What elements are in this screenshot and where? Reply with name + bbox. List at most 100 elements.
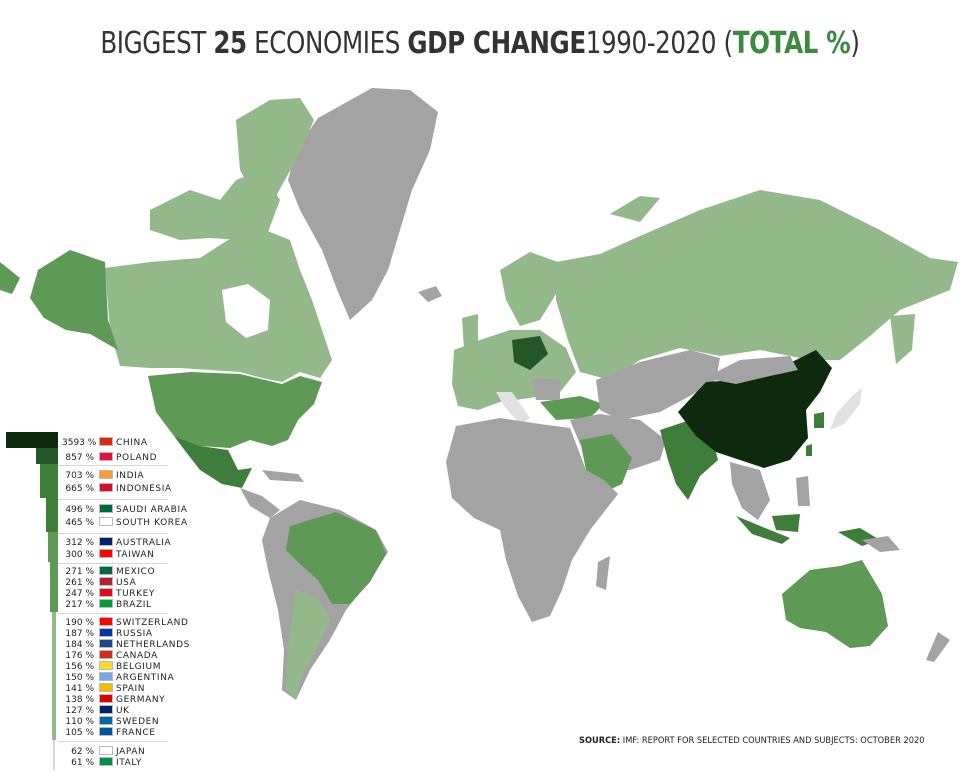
flag-icon <box>99 483 113 492</box>
legend-value: 217 % <box>65 600 94 610</box>
south-korea-region <box>814 412 824 428</box>
central-america <box>240 488 280 518</box>
legend-row-australia: 312 % AUSTRALIA <box>62 537 171 548</box>
flag-icon <box>99 672 113 681</box>
poland-region <box>512 336 548 370</box>
title-part5: 1990-2020 ( <box>585 26 733 61</box>
bar-japan-italy <box>53 740 55 770</box>
legend-value: 150 % <box>65 673 94 683</box>
legend-value: 184 % <box>65 640 94 650</box>
legend-separator <box>58 563 168 564</box>
legend-row-spain: 141 % SPAIN <box>62 683 145 694</box>
legend-country: SPAIN <box>116 684 146 694</box>
legend-row-indonesia: 665 % INDONESIA <box>62 483 172 494</box>
bar-mexico-brazil <box>50 562 58 612</box>
australia-region <box>782 560 888 648</box>
flag-icon <box>99 599 113 608</box>
novaya-zemlya <box>610 196 660 222</box>
usa-region <box>148 372 322 448</box>
legend-country: NETHERLANDS <box>116 640 190 650</box>
balkans-region <box>532 378 560 400</box>
legend-country: POLAND <box>116 453 158 463</box>
japan-region <box>830 388 862 430</box>
turkey-region <box>540 396 604 420</box>
bar-switzerland-france <box>52 612 56 740</box>
legend-value: 247 % <box>65 589 94 599</box>
russia-region <box>556 190 958 380</box>
legend-row-brazil: 217 % BRAZIL <box>62 599 152 610</box>
legend-value: 138 % <box>65 695 94 705</box>
legend-row-belgium: 156 % BELGIUM <box>62 661 161 672</box>
legend-country: UK <box>116 706 130 716</box>
title-part2: 25 <box>213 26 247 61</box>
legend-country: BRAZIL <box>116 600 152 610</box>
source-label: SOURCE: <box>579 736 621 746</box>
flag-icon <box>99 639 113 648</box>
flag-icon <box>99 517 113 526</box>
legend-country: SWEDEN <box>116 717 160 727</box>
legend-row-japan: 62 % JAPAN <box>62 746 145 757</box>
canada-arctic-islands <box>150 170 280 240</box>
legend-row-canada: 176 % CANADA <box>62 650 158 661</box>
legend-country: TAIWAN <box>116 550 155 560</box>
legend-value: 496 % <box>65 505 94 515</box>
page-title: BIGGEST 25 ECONOMIES GDP CHANGE1990-2020… <box>0 26 960 61</box>
legend-row-taiwan: 300 % TAIWAN <box>62 549 155 560</box>
flag-icon <box>99 617 113 626</box>
legend-row-turkey: 247 % TURKEY <box>62 588 155 599</box>
mexico-region <box>174 436 252 488</box>
italy-region <box>496 392 530 424</box>
new-zealand-region <box>926 632 950 662</box>
legend-country: CANADA <box>116 651 158 661</box>
legend-value: 312 % <box>65 538 94 548</box>
legend-row-uk: 127 % UK <box>62 705 130 716</box>
legend-row-france: 105 % FRANCE <box>62 727 156 738</box>
flag-icon <box>99 470 113 479</box>
legend-separator <box>58 613 168 614</box>
legend-row-usa: 261 % USA <box>62 577 136 588</box>
flag-icon <box>99 746 113 755</box>
legend-row-india: 703 % INDIA <box>62 470 144 481</box>
legend-value: 465 % <box>65 518 94 528</box>
legend-country: INDIA <box>116 471 145 481</box>
legend-value: 271 % <box>65 567 94 577</box>
southeast-asia-region <box>730 462 770 520</box>
legend-value: 176 % <box>65 651 94 661</box>
legend-separator <box>58 499 168 500</box>
legend-value: 300 % <box>65 550 94 560</box>
russia-east <box>890 314 915 364</box>
legend-value: 187 % <box>65 629 94 639</box>
flag-icon <box>99 727 113 736</box>
bar-china <box>6 432 58 448</box>
taiwan-region <box>806 444 812 456</box>
flag-icon <box>99 650 113 659</box>
legend-value: 141 % <box>65 684 94 694</box>
legend-value: 190 % <box>65 618 94 628</box>
flag-icon <box>99 757 113 766</box>
legend-country: AUSTRALIA <box>116 538 172 548</box>
central-asia-region <box>596 350 720 420</box>
title-part1: BIGGEST <box>100 26 214 61</box>
legend-value: 62 % <box>71 747 94 757</box>
legend-value: 665 % <box>65 484 94 494</box>
title-part3: ECONOMIES <box>246 26 408 61</box>
flag-icon <box>99 705 113 714</box>
bar-india-indonesia <box>40 464 58 498</box>
legend-country: SAUDI ARABIA <box>116 505 188 515</box>
flag-icon <box>99 683 113 692</box>
legend-value: 857 % <box>65 453 94 463</box>
uk-region <box>462 314 478 350</box>
world-map <box>0 88 958 700</box>
legend-separator <box>58 465 168 466</box>
flag-icon <box>99 694 113 703</box>
flag-icon <box>99 566 113 575</box>
flag-icon <box>99 549 113 558</box>
flag-icon <box>99 437 113 446</box>
legend-row-switzerland: 190 % SWITZERLAND <box>62 617 189 628</box>
legend-separator <box>58 741 168 742</box>
greenland-region <box>288 88 438 320</box>
brazil-region <box>286 512 386 604</box>
legend-row-saudi-arabia: 496 % SAUDI ARABIA <box>62 504 187 515</box>
legend-country: GERMANY <box>116 695 166 705</box>
bar-saudi-korea <box>46 498 58 532</box>
